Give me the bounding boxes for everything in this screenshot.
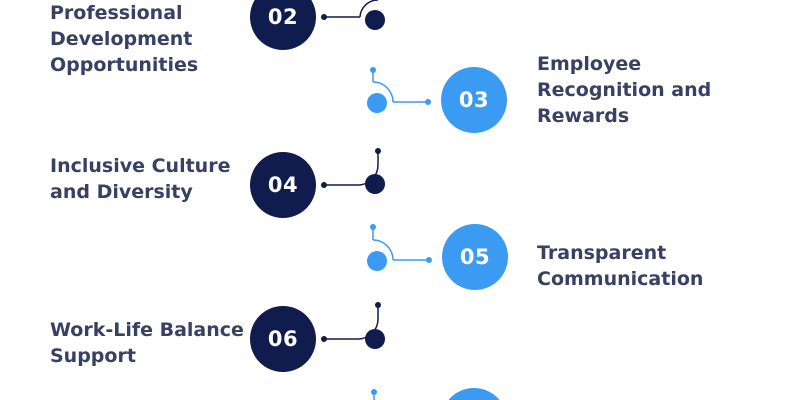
step-03-number: 03	[458, 88, 490, 112]
step-03-circle: 03	[441, 67, 507, 133]
step-06-number: 06	[267, 327, 299, 351]
step-05-circle: 05	[442, 224, 508, 290]
step-06-circle: 06	[250, 306, 316, 372]
step-04-number: 04	[267, 173, 299, 197]
step-03-label: Employee Recognition and Rewards	[537, 53, 712, 127]
step-02-number: 02	[267, 5, 299, 29]
step-04-label: Inclusive Culture and Diversity	[50, 155, 231, 203]
step-02-label: Professional Development Opportunities	[50, 2, 199, 76]
step-05-number: 05	[459, 245, 491, 269]
step-06-label: Work-Life Balance Support	[50, 319, 244, 367]
step-05-label: Transparent Communication	[537, 242, 704, 290]
step-04-circle: 04	[250, 152, 316, 218]
